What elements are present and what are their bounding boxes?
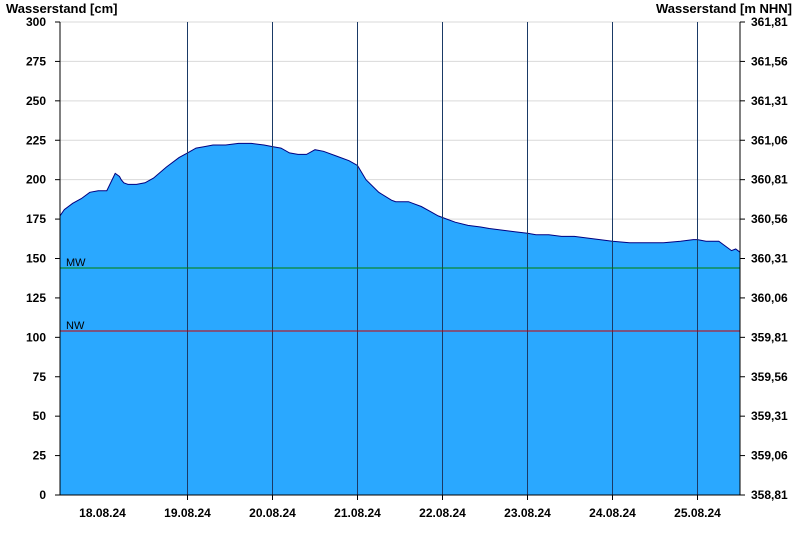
x-tick-label: 18.08.24 <box>79 506 126 520</box>
right-tick-label: 360,06 <box>751 291 788 305</box>
left-tick-label: 0 <box>39 488 46 502</box>
area-layer <box>59 142 741 495</box>
left-tick-label: 300 <box>26 15 46 29</box>
right-tick-label: 361,31 <box>751 94 788 108</box>
left-tick-label: 200 <box>26 173 46 187</box>
left-tick-label: 150 <box>26 252 46 266</box>
left-tick-label: 275 <box>26 54 46 68</box>
right-axis-title: Wasserstand [m NHN] <box>655 1 792 16</box>
x-ticks: 18.08.24 19.08.24 20.08.24 21.08.24 22.08.24… <box>79 495 721 520</box>
x-tick-label: 19.08.24 <box>164 506 211 520</box>
right-tick-label: 359,56 <box>751 370 788 384</box>
left-tick-label: 50 <box>33 409 47 423</box>
reference-label-mw: MW <box>66 257 86 269</box>
left-tick-label: 175 <box>26 212 46 226</box>
reference-lines: MW NW <box>60 257 740 332</box>
x-tick-label: 22.08.24 <box>419 506 466 520</box>
right-tick-label: 360,31 <box>751 252 788 266</box>
left-tick-label: 125 <box>26 291 46 305</box>
right-tick-label: 360,56 <box>751 212 788 226</box>
right-tick-label: 361,06 <box>751 133 788 147</box>
right-tick-label: 359,31 <box>751 409 788 423</box>
left-y-ticks: 0 25 50 75 100 125 150 175 200 225 250 275 300 <box>26 15 60 502</box>
reference-label-nw: NW <box>66 320 85 332</box>
left-tick-label: 25 <box>33 449 47 463</box>
right-y-ticks: 358,81 359,06 359,31 359,56 359,81 360,06 360,… <box>740 15 788 502</box>
left-tick-label: 100 <box>26 330 46 344</box>
vertical-grid <box>187 22 698 495</box>
left-tick-label: 250 <box>26 94 46 108</box>
water-level-area <box>60 143 740 495</box>
right-tick-label: 358,81 <box>751 488 788 502</box>
x-tick-label: 21.08.24 <box>334 506 381 520</box>
left-tick-label: 225 <box>26 133 46 147</box>
right-tick-label: 359,06 <box>751 449 788 463</box>
water-level-line <box>59 142 741 253</box>
right-tick-label: 361,81 <box>751 15 788 29</box>
left-axis-title: Wasserstand [cm] <box>6 1 118 16</box>
x-tick-label: 20.08.24 <box>249 506 296 520</box>
x-tick-label: 25.08.24 <box>674 506 721 520</box>
right-tick-label: 360,81 <box>751 173 788 187</box>
right-tick-label: 361,56 <box>751 54 788 68</box>
left-tick-label: 75 <box>33 370 47 384</box>
x-tick-label: 23.08.24 <box>504 506 551 520</box>
right-tick-label: 359,81 <box>751 330 788 344</box>
x-tick-label: 24.08.24 <box>589 506 636 520</box>
